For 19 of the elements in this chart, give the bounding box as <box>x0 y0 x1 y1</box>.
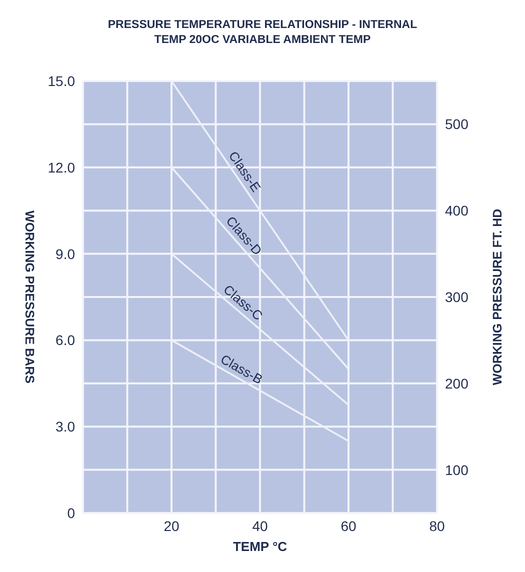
y2-tick-label: 500 <box>445 116 469 132</box>
y-tick-label: 15.0 <box>48 72 76 89</box>
y2-tick-label: 300 <box>445 288 469 305</box>
y2-tick-label: 400 <box>445 202 469 219</box>
chart-title: PRESSURE TEMPERATURE RELATIONSHIP - INTERNAL TEMP 20OC VARIABLE AMBIENT TEMP <box>106 18 418 48</box>
x-tick-label: 60 <box>340 518 356 534</box>
x-tick-label: 20 <box>164 518 180 534</box>
y-tick-label: 9.0 <box>56 246 76 262</box>
x-axis-title: TEMP °C <box>232 539 288 554</box>
y2-tick-label: 100 <box>445 462 469 478</box>
y-tick-label: 6.0 <box>56 332 76 348</box>
y2-axis-title: WORKING PRESSURE FT. HD <box>490 208 504 386</box>
y-tick-label: 12.0 <box>48 159 76 176</box>
y2-tick-label: 200 <box>445 375 469 392</box>
x-tick-label: 40 <box>252 518 268 534</box>
y-tick-label: 0 <box>67 504 76 521</box>
y-tick-label: 3.0 <box>56 418 76 435</box>
x-tick-label: 80 <box>429 518 445 534</box>
y-axis-title: WORKING PRESSURE BARS <box>22 210 37 384</box>
